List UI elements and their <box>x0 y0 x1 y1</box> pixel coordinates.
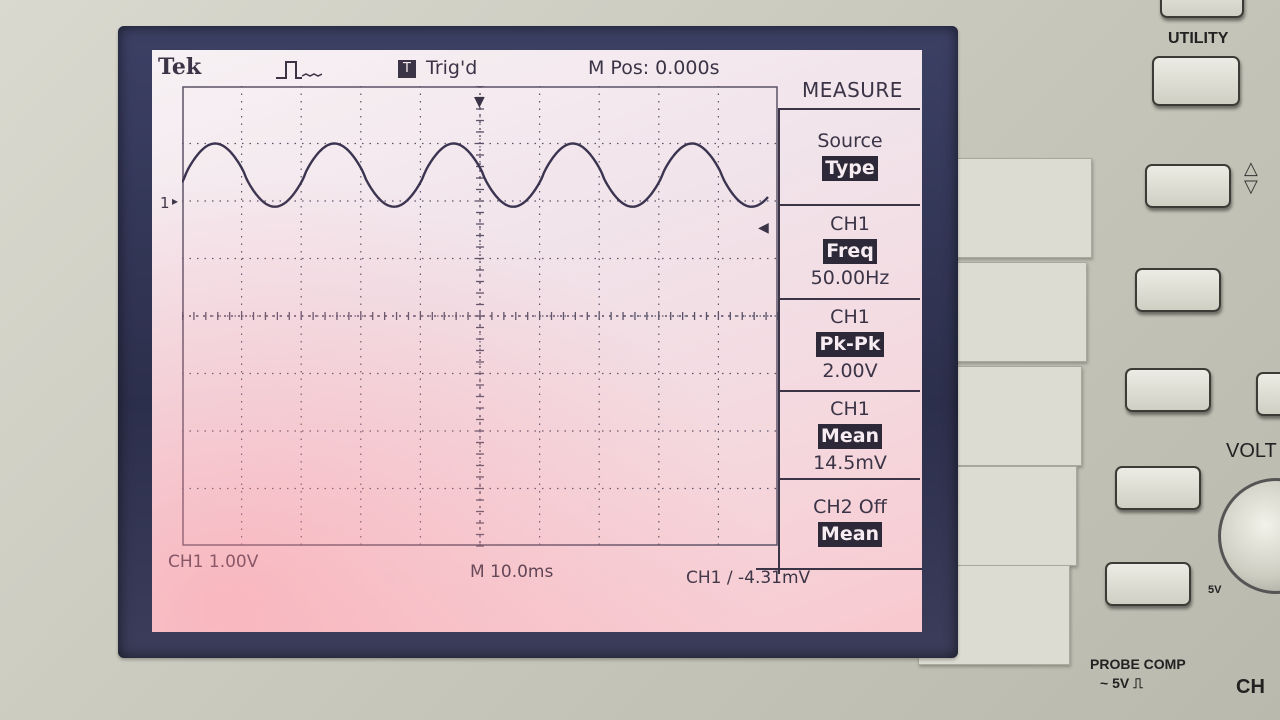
measure-3-channel: CH1 <box>830 398 870 420</box>
menu-button-1[interactable] <box>1145 164 1231 208</box>
top-button[interactable] <box>1160 0 1244 18</box>
menu-button-4[interactable] <box>1115 466 1201 510</box>
measure-2-value: 2.00V <box>822 360 878 382</box>
measure-slot-2[interactable]: CH1 Pk-Pk 2.00V <box>780 298 920 390</box>
ch-label: CH <box>1236 676 1265 698</box>
ch1-scale-readout: CH1 1.00V <box>168 552 259 572</box>
measure-4-type: Mean <box>817 522 883 547</box>
measure-2-channel: CH1 <box>830 306 870 328</box>
menu-bottom-divider <box>756 568 922 570</box>
measure-menu-title: MEASURE <box>802 78 903 102</box>
five-v-label: 5V <box>1208 584 1222 596</box>
type-label: Type <box>822 156 878 181</box>
menu-button-5[interactable] <box>1105 562 1191 606</box>
lcd-display: Tek T Trig'd M Pos: 0.000s 1 ▸ ◀ ▼ MEASUR… <box>152 50 922 632</box>
trigger-icon: T <box>398 60 416 78</box>
softkey-strip-1 <box>940 158 1092 258</box>
up-down-arrow-icon: △ ▽ <box>1244 158 1258 197</box>
utility-label: UTILITY <box>1168 30 1229 47</box>
trigger-status: T Trig'd <box>398 57 477 79</box>
trigger-state: Trig'd <box>426 57 478 79</box>
ch1-ground-marker: 1 <box>160 194 170 212</box>
measure-slot-1[interactable]: CH1 Freq 50.00Hz <box>780 204 920 298</box>
acquire-pulse-icon <box>276 61 322 79</box>
ch1-ground-arrow-icon: ▸ <box>172 194 179 208</box>
measure-4-channel: CH2 Off <box>813 496 887 518</box>
side-button[interactable] <box>1256 372 1280 416</box>
measure-1-channel: CH1 <box>830 213 870 235</box>
measure-2-type: Pk-Pk <box>816 332 884 357</box>
probe-comp-label: PROBE COMP <box>1090 656 1186 672</box>
probe-comp-value: ~ 5V ⎍ <box>1100 675 1143 691</box>
menu-button-2[interactable] <box>1135 268 1221 312</box>
measure-3-value: 14.5mV <box>813 452 887 474</box>
measure-3-type: Mean <box>817 424 883 449</box>
trigger-position-arrow-icon: ▼ <box>474 94 485 110</box>
trigger-level-arrow-icon: ◀ <box>758 220 769 236</box>
softkey-strip-2 <box>935 262 1087 362</box>
ch1-waveform-trace <box>182 142 769 208</box>
utility-button[interactable] <box>1152 56 1240 106</box>
measure-menu: Source Type CH1 Freq 50.00Hz CH1 Pk-Pk 2… <box>778 108 922 574</box>
source-type-button[interactable]: Source Type <box>780 108 920 204</box>
volts-label: VOLT <box>1226 440 1277 462</box>
trigger-level-readout: CH1 ∕ -4.31mV <box>686 568 811 588</box>
m-pos-readout: M Pos: 0.000s <box>588 57 720 79</box>
measure-1-type: Freq <box>823 239 877 264</box>
waveform-display <box>182 86 779 547</box>
timebase-readout: M 10.0ms <box>470 562 554 582</box>
measure-1-value: 50.00Hz <box>810 267 890 289</box>
menu-button-3[interactable] <box>1125 368 1211 412</box>
measure-slot-4[interactable]: CH2 Off Mean <box>780 478 920 572</box>
source-label: Source <box>817 130 883 152</box>
brand-logo: Tek <box>158 54 202 80</box>
measure-slot-3[interactable]: CH1 Mean 14.5mV <box>780 390 920 478</box>
